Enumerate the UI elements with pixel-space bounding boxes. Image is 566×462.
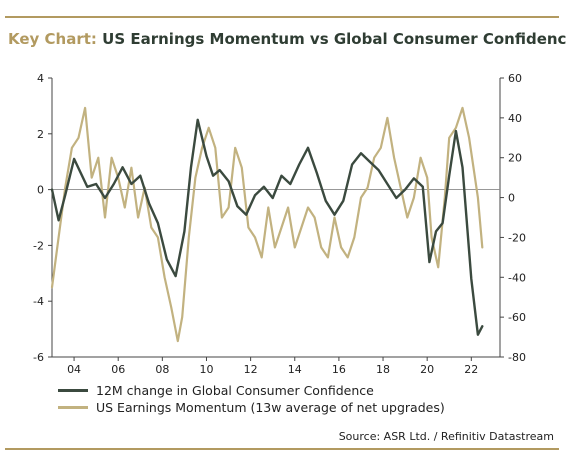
left-tick-label: -6 bbox=[33, 351, 44, 364]
legend-swatch-consumer-confidence bbox=[58, 389, 88, 392]
right-tick-label: -40 bbox=[508, 271, 526, 284]
series-line-consumer-confidence bbox=[50, 118, 484, 336]
legend-swatch-earnings-momentum bbox=[58, 406, 88, 409]
right-tick-label: -60 bbox=[508, 311, 526, 324]
x-tick-label: 20 bbox=[420, 363, 434, 376]
left-tick-label: 2 bbox=[37, 128, 44, 141]
x-tick-label: 12 bbox=[244, 363, 258, 376]
left-tick-label: -4 bbox=[33, 295, 44, 308]
legend-item-earnings-momentum: US Earnings Momentum (13w average of net… bbox=[58, 399, 445, 416]
source-note: Source: ASR Ltd. / Refinitiv Datastream bbox=[338, 430, 554, 443]
x-tick-label: 04 bbox=[67, 363, 81, 376]
right-tick-label: 60 bbox=[508, 72, 522, 85]
series-line-earnings-momentum bbox=[50, 106, 484, 343]
top-rule bbox=[5, 16, 559, 18]
x-tick-label: 08 bbox=[155, 363, 169, 376]
legend-label-consumer-confidence: 12M change in Global Consumer Confidence bbox=[96, 383, 374, 398]
left-tick-label: 0 bbox=[37, 184, 44, 197]
legend: 12M change in Global Consumer Confidence… bbox=[58, 382, 445, 416]
x-tick-label: 18 bbox=[376, 363, 390, 376]
legend-label-earnings-momentum: US Earnings Momentum (13w average of net… bbox=[96, 400, 445, 415]
right-tick-label: -80 bbox=[508, 351, 526, 364]
left-tick-label: 4 bbox=[37, 72, 44, 85]
right-tick-label: 20 bbox=[508, 152, 522, 165]
bottom-rule bbox=[5, 448, 559, 450]
title-main: US Earnings Momentum vs Global Consumer … bbox=[102, 30, 566, 48]
right-tick-label: -20 bbox=[508, 231, 526, 244]
x-tick-label: 16 bbox=[332, 363, 346, 376]
title-prefix: Key Chart: bbox=[8, 30, 97, 48]
x-tick-label: 06 bbox=[111, 363, 125, 376]
legend-item-consumer-confidence: 12M change in Global Consumer Confidence bbox=[58, 382, 445, 399]
left-tick-label: -2 bbox=[33, 239, 44, 252]
x-tick-label: 14 bbox=[288, 363, 302, 376]
right-tick-label: 0 bbox=[508, 192, 515, 205]
chart-title: Key Chart: US Earnings Momentum vs Globa… bbox=[8, 30, 566, 48]
x-tick-label: 22 bbox=[464, 363, 478, 376]
right-tick-label: 40 bbox=[508, 112, 522, 125]
x-tick-label: 10 bbox=[199, 363, 213, 376]
